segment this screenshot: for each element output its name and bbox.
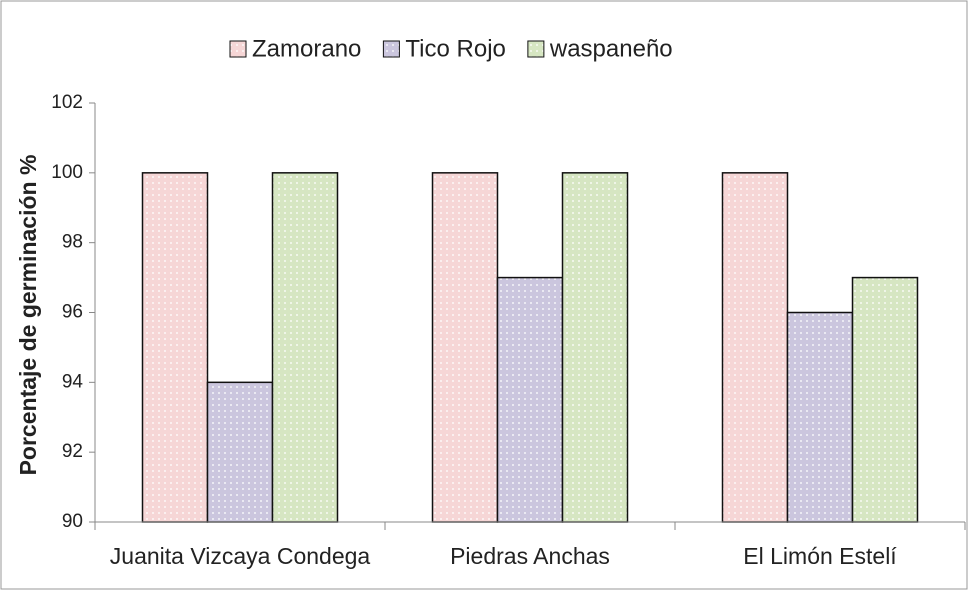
bar [271, 172, 339, 523]
bar [786, 311, 854, 523]
bar [431, 172, 499, 523]
x-tick-label: Piedras Anchas [450, 543, 610, 569]
bar [496, 276, 564, 523]
legend-swatch [229, 40, 247, 58]
legend-label: Tico Rojo [405, 35, 505, 62]
legend-label: waspaneño [549, 35, 673, 62]
x-tick-label: Juanita Vizcaya Condega [110, 543, 371, 569]
y-tick-label: 96 [62, 302, 83, 323]
y-axis-label: Porcentaje de germinación % [15, 155, 41, 476]
bar [561, 172, 629, 523]
x-tick-label: El Limón Estelí [743, 543, 897, 569]
legend-label: Zamorano [252, 35, 361, 62]
y-tick-label: 94 [62, 371, 84, 392]
bar [851, 276, 919, 523]
y-tick-label: 100 [51, 162, 83, 183]
y-tick-label: 98 [62, 232, 83, 253]
y-tick-label: 102 [51, 92, 83, 113]
legend-swatch [382, 40, 400, 58]
bar [141, 172, 209, 523]
y-tick-label: 92 [62, 441, 83, 462]
legend-swatch [527, 40, 545, 58]
bar [206, 381, 274, 523]
bar [721, 172, 789, 523]
y-tick-label: 90 [62, 511, 83, 532]
